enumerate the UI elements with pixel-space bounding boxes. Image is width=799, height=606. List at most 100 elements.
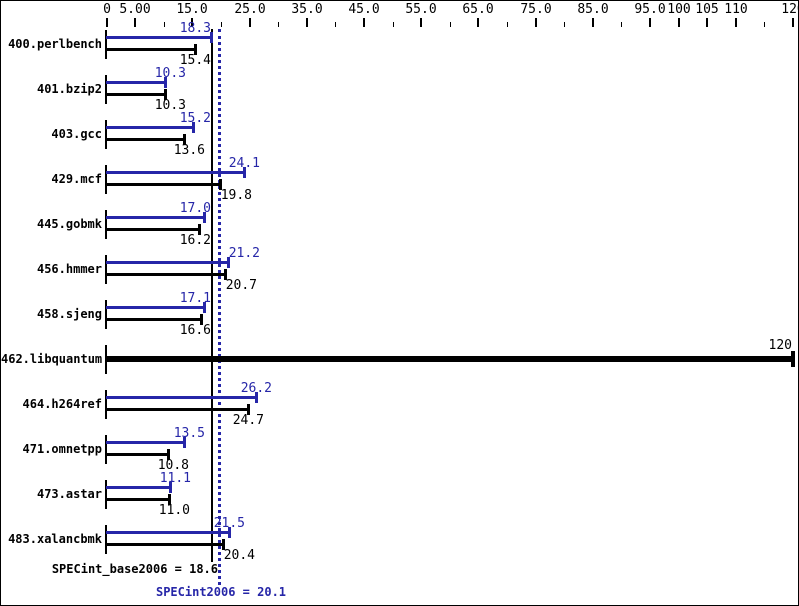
- peak-bar-endcap: [227, 257, 230, 268]
- axis-minor-tick: [621, 22, 622, 27]
- base-bar-endcap: [219, 179, 222, 190]
- peak-value-label: 15.2: [179, 111, 211, 126]
- axis-major-tick: [792, 18, 794, 27]
- base-mean-line: [211, 29, 213, 562]
- peak-value-label: 13.5: [173, 426, 205, 441]
- peak-value-label: 24.1: [228, 156, 260, 171]
- base-bar-endcap: [247, 404, 250, 415]
- benchmark-label: 483.xalancbmk: [8, 532, 102, 546]
- axis-minor-tick: [335, 22, 336, 27]
- axis-tick-label: 95.0: [634, 2, 666, 17]
- base-value-label: 16.6: [179, 323, 211, 338]
- peak-bar: [106, 261, 228, 264]
- axis-tick-label: 110: [724, 2, 748, 17]
- axis-tick-label: 85.0: [577, 2, 609, 17]
- peak-value-label: 18.3: [179, 21, 211, 36]
- axis-minor-tick: [564, 22, 565, 27]
- row-bracket: [105, 390, 107, 419]
- axis-major-tick: [649, 18, 651, 27]
- benchmark-label: 456.hmmer: [36, 262, 102, 276]
- base-value-label: 20.4: [223, 548, 255, 563]
- peak-bar-endcap: [169, 482, 172, 493]
- base-value-label: 10.3: [154, 98, 186, 113]
- base-bar-endcap: [164, 89, 167, 100]
- peak-mean-line: [218, 29, 221, 585]
- peak-bar: [106, 306, 204, 309]
- benchmark-label: 471.omnetpp: [22, 442, 102, 456]
- axis-tick-label: 0: [103, 2, 111, 17]
- base-value-label: 24.7: [232, 413, 264, 428]
- base-value-label: 19.8: [220, 188, 252, 203]
- axis-tick-label: 55.0: [405, 2, 437, 17]
- axis-major-tick: [106, 18, 108, 27]
- axis-minor-tick: [278, 22, 279, 27]
- peak-bar: [106, 486, 170, 489]
- axis-tick-label: 105: [695, 2, 719, 17]
- benchmark-label: 458.sjeng: [36, 307, 102, 321]
- base-value-label: 20.7: [225, 278, 257, 293]
- peak-bar: [106, 171, 244, 174]
- base-bar-endcap: [198, 224, 201, 235]
- peak-bar-endcap: [203, 212, 206, 223]
- axis-major-tick: [363, 18, 365, 27]
- base-bar-endcap: [224, 269, 227, 280]
- axis-major-tick: [134, 18, 136, 27]
- base-bar-endcap: [200, 314, 203, 325]
- base-bar-endcap: [194, 44, 197, 55]
- row-bracket: [105, 165, 107, 194]
- peak-value-label: 10.3: [154, 66, 186, 81]
- base-value-label: 10.8: [157, 458, 189, 473]
- base-bar-endcap: [167, 449, 170, 460]
- base-value-label: 13.6: [173, 143, 205, 158]
- axis-tick-label: 45.0: [348, 2, 380, 17]
- axis-minor-tick: [507, 22, 508, 27]
- base-bar: [106, 138, 184, 141]
- benchmark-label: 400.perlbench: [8, 37, 102, 51]
- base-bar-endcap: [168, 494, 171, 505]
- row-bracket: [105, 210, 107, 239]
- axis-tick-label: 25.0: [234, 2, 266, 17]
- single-bar: [106, 356, 793, 362]
- axis-tick-label: 100: [667, 2, 691, 17]
- axis-minor-tick: [164, 22, 165, 27]
- axis-minor-tick: [393, 22, 394, 27]
- peak-bar: [106, 216, 204, 219]
- benchmark-label: 401.bzip2: [36, 82, 102, 96]
- base-bar: [106, 183, 220, 186]
- base-value-label: 15.4: [179, 53, 211, 68]
- peak-value-label: 11.1: [159, 471, 191, 486]
- peak-bar-endcap: [203, 302, 206, 313]
- row-bracket: [105, 525, 107, 554]
- base-bar: [106, 318, 201, 321]
- peak-bar-endcap: [243, 167, 246, 178]
- axis-major-tick: [420, 18, 422, 27]
- row-bracket: [105, 300, 107, 329]
- specint2006-summary: SPECint2006 = 20.1: [155, 585, 287, 599]
- peak-bar-endcap: [164, 77, 167, 88]
- peak-bar-endcap: [255, 392, 258, 403]
- axis-major-tick: [678, 18, 680, 27]
- peak-value-label: 17.0: [179, 201, 211, 216]
- base-bar: [106, 453, 168, 456]
- axis-major-tick: [592, 18, 594, 27]
- row-bracket: [105, 120, 107, 149]
- benchmark-label: 462.libquantum: [1, 352, 103, 366]
- peak-bar: [106, 396, 256, 399]
- peak-bar-endcap: [192, 122, 195, 133]
- base-value-label: 16.2: [179, 233, 211, 248]
- base-bar-endcap: [222, 539, 225, 550]
- peak-bar: [106, 531, 229, 534]
- base-bar: [106, 498, 169, 501]
- axis-tick-label: 65.0: [462, 2, 494, 17]
- base-bar: [106, 543, 223, 546]
- axis-minor-tick: [221, 22, 222, 27]
- base-bar: [106, 48, 195, 51]
- base-bar-endcap: [183, 134, 186, 145]
- peak-value-label: 21.2: [228, 246, 260, 261]
- axis-major-tick: [706, 18, 708, 27]
- benchmark-label: 473.astar: [36, 487, 102, 501]
- axis-major-tick: [535, 18, 537, 27]
- peak-bar: [106, 441, 184, 444]
